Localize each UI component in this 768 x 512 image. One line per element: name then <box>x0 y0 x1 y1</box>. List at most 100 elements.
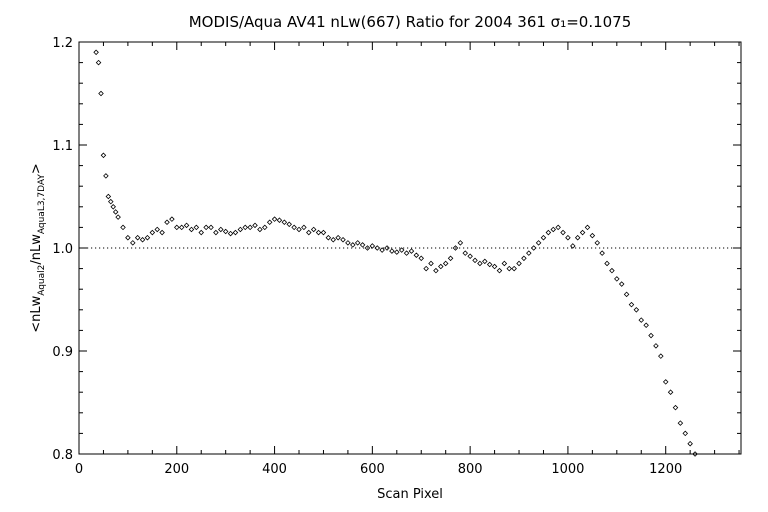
data-point <box>530 245 537 251</box>
data-point <box>555 224 561 231</box>
y-axis-label-mid: /nLw <box>29 234 44 265</box>
data-point <box>213 229 219 236</box>
data-point <box>462 250 469 256</box>
data-point <box>178 224 185 231</box>
data-point <box>169 216 175 222</box>
data-point <box>614 276 620 282</box>
data-point <box>208 224 214 231</box>
data-point <box>609 267 615 274</box>
data-point <box>120 224 126 231</box>
data-point <box>188 226 195 233</box>
data-point <box>218 226 224 233</box>
data-point <box>452 245 459 251</box>
data-point <box>134 234 141 241</box>
y-tick-label: 1.1 <box>52 139 73 154</box>
data-point <box>359 242 366 248</box>
data-point <box>139 236 146 243</box>
data-point <box>584 224 591 231</box>
data-point <box>257 226 263 233</box>
data-point <box>550 226 557 233</box>
data-point <box>535 240 542 246</box>
data-point <box>570 243 576 249</box>
y-tick-label: 1.0 <box>52 242 73 257</box>
data-point <box>618 281 625 287</box>
data-point <box>266 219 273 226</box>
x-axis: 0 200 400 600 800 1000 1200 <box>75 42 740 477</box>
data-point <box>692 451 698 457</box>
data-point <box>398 247 405 253</box>
data-point <box>183 222 190 229</box>
data-point <box>496 267 503 274</box>
x-tick-label: 800 <box>458 462 483 477</box>
data-point <box>286 221 293 228</box>
data-point <box>433 267 439 274</box>
x-tick-label: 600 <box>360 462 385 477</box>
data-point <box>540 234 547 241</box>
data-points <box>93 49 698 457</box>
data-point <box>560 229 566 236</box>
data-point <box>95 59 102 66</box>
data-point <box>103 173 109 179</box>
data-point <box>653 343 659 349</box>
data-point <box>247 224 253 231</box>
data-point <box>149 229 156 236</box>
data-point <box>325 234 332 241</box>
x-axis-label: Scan Pixel <box>377 487 443 502</box>
data-point <box>125 234 131 241</box>
data-point <box>667 389 674 395</box>
data-point <box>521 255 527 262</box>
data-point <box>545 229 552 236</box>
data-point <box>108 198 114 205</box>
y-axis: 0.8 0.9 1.0 1.1 1.2 <box>52 36 741 463</box>
data-point <box>413 252 420 258</box>
data-point <box>93 49 99 56</box>
data-point <box>379 247 385 253</box>
data-point <box>130 240 136 246</box>
y-tick-label: 1.2 <box>52 36 73 51</box>
data-point <box>310 226 317 233</box>
data-point <box>662 379 669 385</box>
data-point <box>672 404 679 411</box>
data-point <box>232 229 239 236</box>
data-point <box>227 230 234 237</box>
data-point <box>110 204 116 210</box>
x-tick-label: 400 <box>262 462 287 477</box>
data-point <box>320 229 327 236</box>
x-tick-label: 0 <box>75 462 83 477</box>
data-point <box>154 226 160 233</box>
x-tick-label: 1000 <box>551 462 584 477</box>
data-point <box>506 265 513 272</box>
data-point <box>467 253 473 260</box>
data-point <box>364 245 371 251</box>
y-axis-label: <nLwAqual2/nLwAquaL3,7DAY> <box>29 163 47 333</box>
data-point <box>526 250 532 256</box>
y-tick-label: 0.8 <box>52 448 73 463</box>
data-point <box>491 263 498 270</box>
data-point <box>658 353 664 359</box>
y-axis-label-close: > <box>29 163 44 174</box>
data-point <box>252 222 258 229</box>
data-point <box>628 301 635 308</box>
data-point <box>682 430 689 437</box>
data-point <box>501 260 508 267</box>
data-point <box>389 248 395 254</box>
data-point <box>164 219 170 226</box>
data-point <box>574 234 581 241</box>
data-point <box>623 291 630 298</box>
data-point <box>648 332 654 339</box>
data-point <box>374 245 381 251</box>
data-point <box>315 229 322 236</box>
data-point <box>394 249 400 255</box>
data-point <box>203 224 209 231</box>
data-point <box>633 307 640 313</box>
data-point <box>112 209 119 215</box>
data-point <box>384 245 390 251</box>
data-point <box>354 240 361 246</box>
x-tick-label: 200 <box>164 462 189 477</box>
data-point <box>457 240 464 246</box>
data-point <box>281 219 288 226</box>
data-point <box>335 234 341 241</box>
data-point <box>599 250 605 256</box>
data-point <box>276 217 283 223</box>
